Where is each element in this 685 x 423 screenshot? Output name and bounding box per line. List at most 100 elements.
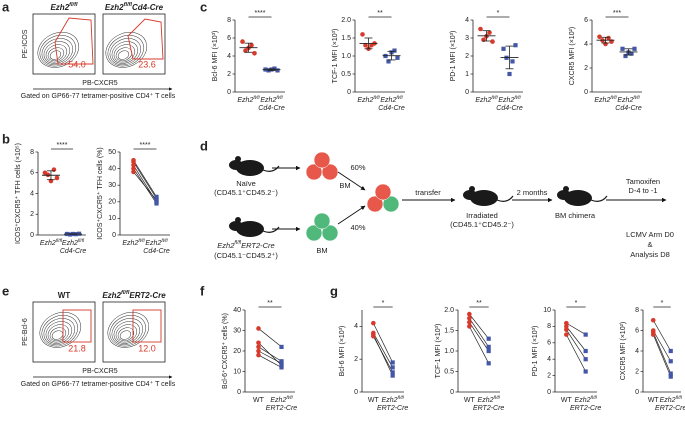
- pair-line: [258, 350, 282, 364]
- data-point: [486, 344, 491, 349]
- data-point: [392, 48, 397, 53]
- data-point: [467, 324, 472, 329]
- x-tick-label-line2: Cd4-Cre: [60, 248, 87, 255]
- significance: **: [267, 300, 273, 307]
- mouse-head: [463, 190, 477, 200]
- y-tick-label: 1.0: [341, 53, 351, 60]
- data-point: [481, 37, 486, 43]
- x-tick-label-sup: fl/fl: [138, 238, 145, 244]
- y-tick-label: 8: [30, 149, 34, 156]
- x-axis-label: PB-CXCR5: [82, 368, 118, 375]
- panel-letter: f: [200, 283, 205, 298]
- y-tick-label: 0: [227, 89, 231, 96]
- data-point: [390, 365, 395, 370]
- gate-value: 54.0: [68, 59, 86, 69]
- panel-letter: g: [330, 283, 338, 298]
- y-axis-label: ICOS⁺CXCR5⁺ TFH cells (%): [96, 147, 104, 239]
- gate: [62, 309, 92, 343]
- data-point: [256, 326, 261, 331]
- mouse-ear: [235, 156, 241, 162]
- mouse-tail: [262, 226, 280, 233]
- data-point: [371, 332, 376, 337]
- diagram-label: (CD45.1⁻CD45.2⁺): [214, 251, 278, 260]
- x-tick-label: Ezh2fl/fl: [575, 395, 598, 404]
- y-tick-label: 4: [584, 41, 588, 48]
- caption: Gated on GP66-77 tetramer-positive CD4⁺ …: [21, 380, 176, 388]
- y-tick-label: 2: [227, 71, 231, 78]
- data-point: [478, 26, 483, 32]
- data-point: [650, 332, 656, 337]
- y-axis-label: PE-Bcl-6: [22, 318, 29, 346]
- pair-line: [373, 322, 393, 363]
- data-point: [131, 162, 136, 168]
- x-tick-label: Ezh2fl/fl: [498, 95, 521, 104]
- y-axis-label: Bcl-6⁺CXCR5⁺ cells (%): [221, 313, 229, 389]
- diagram-label: 2 months: [517, 188, 548, 197]
- pair-line: [258, 328, 282, 348]
- y-tick-label: 0: [450, 389, 454, 396]
- x-tick-label: Ezh2fl/fl: [357, 95, 380, 104]
- gate-value: 12.0: [138, 343, 156, 353]
- y-tick-label: 40: [233, 307, 241, 314]
- data-point: [279, 365, 284, 370]
- y-tick-label: 4: [635, 348, 639, 355]
- diagram-label: transfer: [415, 188, 441, 197]
- x-tick-label-sup: fl/fl: [494, 395, 501, 401]
- x-tick-label-sup: fl/fl: [398, 395, 405, 401]
- data-point: [564, 332, 569, 337]
- pair-line: [566, 326, 586, 352]
- x-tick-label: Ezh2fl/fl: [270, 395, 293, 404]
- y-tick-label: 2: [465, 53, 469, 60]
- significance: **: [476, 300, 482, 307]
- data-point: [668, 374, 673, 379]
- x-tick-label-line2: ERT2-Cre: [655, 405, 685, 412]
- diagram-label: BM chimera: [555, 211, 596, 220]
- data-point: [486, 361, 491, 366]
- significance: **: [377, 10, 383, 17]
- x-tick-label-main: Ezh2: [270, 397, 286, 404]
- gate: [54, 17, 94, 65]
- x-tick-label-line2: Cd4-Cre: [143, 248, 170, 255]
- x-tick-label: Ezh2fl/fl: [122, 238, 145, 247]
- x-tick-label-main: Ezh2: [475, 97, 491, 104]
- data-point: [583, 348, 588, 354]
- pair-line: [258, 354, 282, 368]
- contour: [43, 41, 71, 64]
- x-tick-label-main: Ezh2: [380, 97, 396, 104]
- y-axis-label: Bcl-6 MFI (×10³): [212, 31, 219, 82]
- significance: *: [382, 300, 385, 307]
- pair-line: [258, 346, 282, 362]
- mouse-body: [564, 190, 592, 206]
- panel-letter: b: [2, 131, 10, 146]
- y-axis-label: CXCR5 MFI (×10²): [569, 27, 576, 86]
- x-tick-label-sup: fl/fl: [633, 95, 640, 101]
- x-tick-label: WT: [648, 397, 660, 404]
- y-axis-label: TCF-1 MFI (×10³): [332, 29, 339, 84]
- gate: [127, 18, 164, 60]
- y-tick-label: 8: [227, 17, 231, 24]
- y-tick-label: 0: [112, 232, 116, 239]
- y-axis-label: PD-1 MFI (×10³): [532, 326, 539, 377]
- y-tick-label: 0.5: [341, 71, 351, 78]
- y-tick-label: 4: [547, 356, 551, 363]
- data-point: [564, 320, 569, 326]
- y-axis-label: PE-ICOS: [22, 29, 29, 58]
- contour: [39, 311, 82, 348]
- mouse-ear: [235, 217, 241, 223]
- diagram-label: (CD45.1⁺CD45.2⁻): [214, 188, 278, 197]
- diagram-label-sup: fl/fl: [234, 240, 242, 246]
- y-tick-label: 10: [108, 215, 116, 222]
- significance: *: [661, 300, 664, 307]
- data-point: [249, 42, 254, 48]
- y-axis-label: TCF-1 MFI (×10³): [435, 324, 442, 379]
- x-tick-label-main: Ezh2: [237, 97, 253, 104]
- data-point: [256, 344, 261, 350]
- y-tick-label: 20: [108, 199, 116, 206]
- data-point: [54, 175, 60, 181]
- data-point: [243, 48, 248, 53]
- contour: [105, 31, 148, 68]
- plot-frame: [32, 301, 96, 363]
- x-tick-label-main: Ezh2: [617, 97, 633, 104]
- plot-frame: [102, 13, 166, 75]
- contour: [109, 38, 142, 66]
